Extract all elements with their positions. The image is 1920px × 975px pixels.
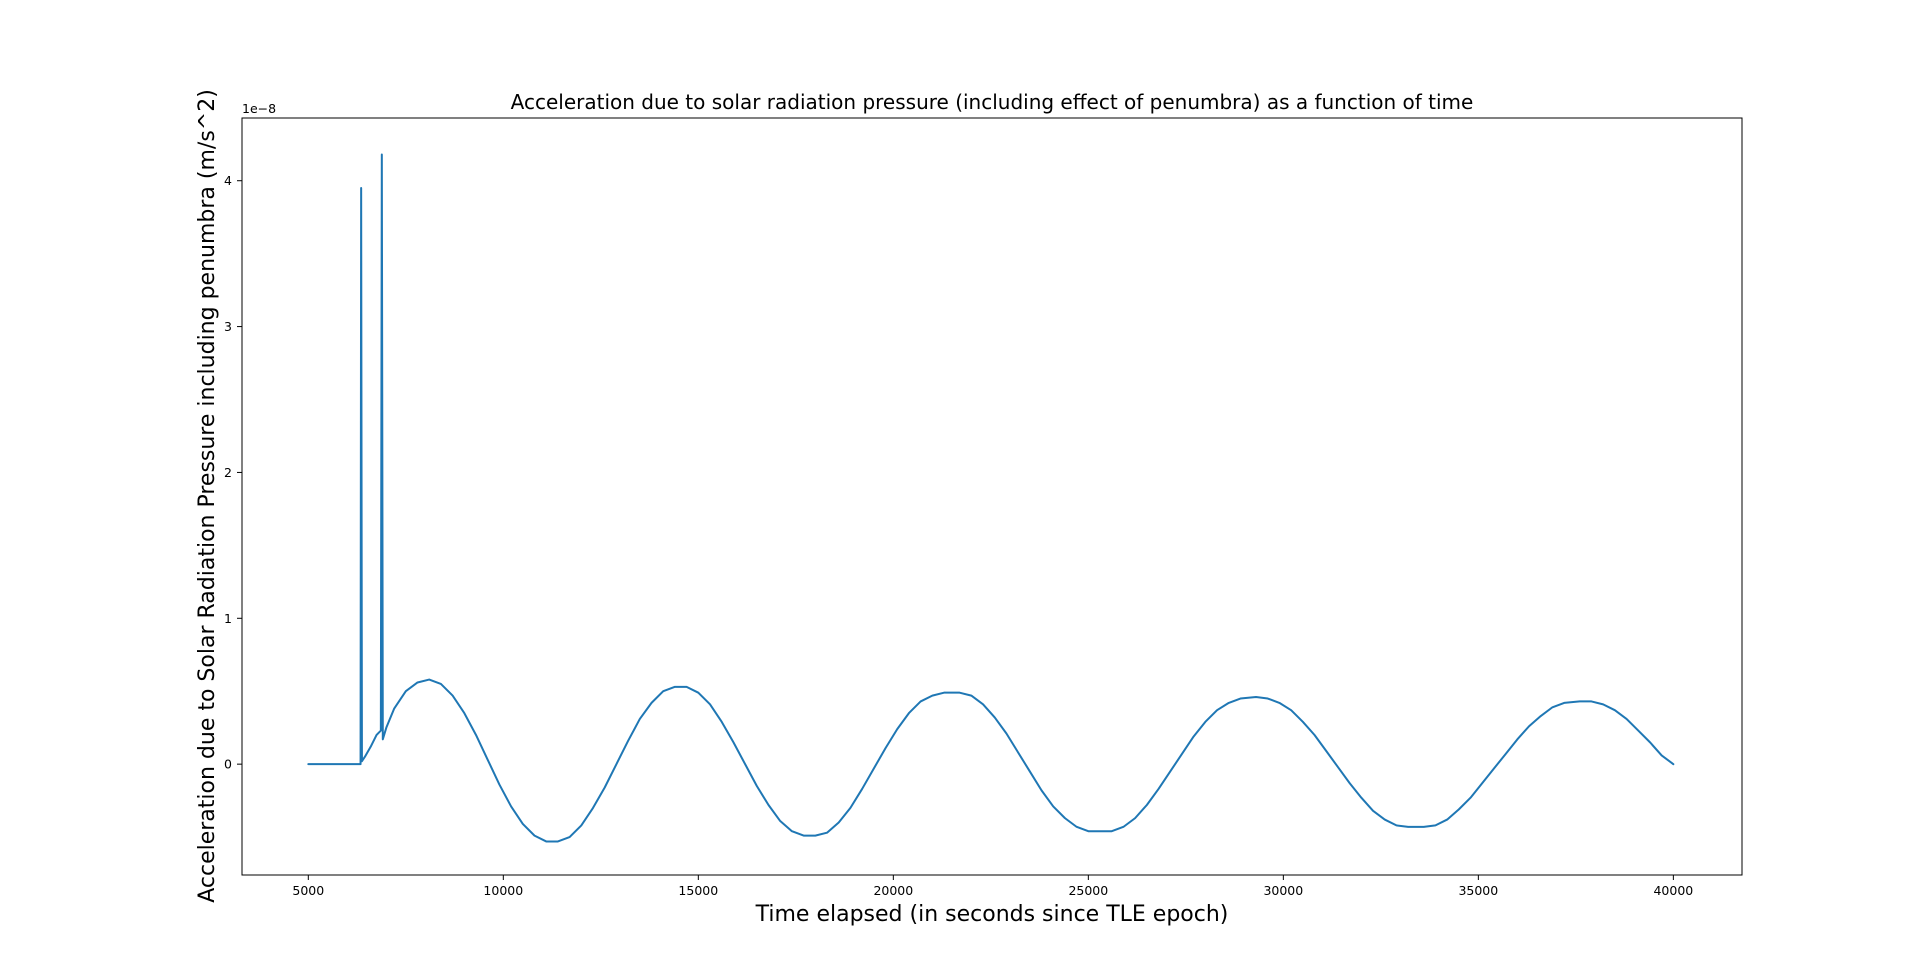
y-axis-title: Acceleration due to Solar Radiation Pres… bbox=[195, 89, 220, 903]
x-axis-title: Time elapsed (in seconds since TLE epoch… bbox=[755, 902, 1229, 927]
plot-area bbox=[241, 117, 1743, 876]
chart-title: Acceleration due to solar radiation pres… bbox=[511, 90, 1474, 114]
y-axis: 0 1 2 3 4 bbox=[224, 173, 242, 772]
x-axis: 5000 10000 15000 20000 25000 30000 35000 40000 bbox=[292, 875, 1693, 898]
x-tick-label: 40000 bbox=[1653, 883, 1693, 898]
y-tick-label: 0 bbox=[224, 757, 232, 772]
x-tick-label: 5000 bbox=[292, 883, 324, 898]
x-tick-label: 20000 bbox=[873, 883, 913, 898]
series-line-0 bbox=[307, 153, 1675, 843]
series-group bbox=[307, 153, 1675, 843]
y-tick-label: 1 bbox=[224, 611, 232, 626]
x-tick-label: 10000 bbox=[483, 883, 523, 898]
y-tick-label: 4 bbox=[224, 173, 232, 188]
x-tick-label: 30000 bbox=[1263, 883, 1303, 898]
x-tick-label: 35000 bbox=[1458, 883, 1498, 898]
x-tick-label: 25000 bbox=[1068, 883, 1108, 898]
y-tick-label: 3 bbox=[224, 319, 232, 334]
y-tick-label: 2 bbox=[224, 465, 232, 480]
y-axis-offset-label: 1e−8 bbox=[242, 101, 276, 116]
x-tick-label: 15000 bbox=[678, 883, 718, 898]
